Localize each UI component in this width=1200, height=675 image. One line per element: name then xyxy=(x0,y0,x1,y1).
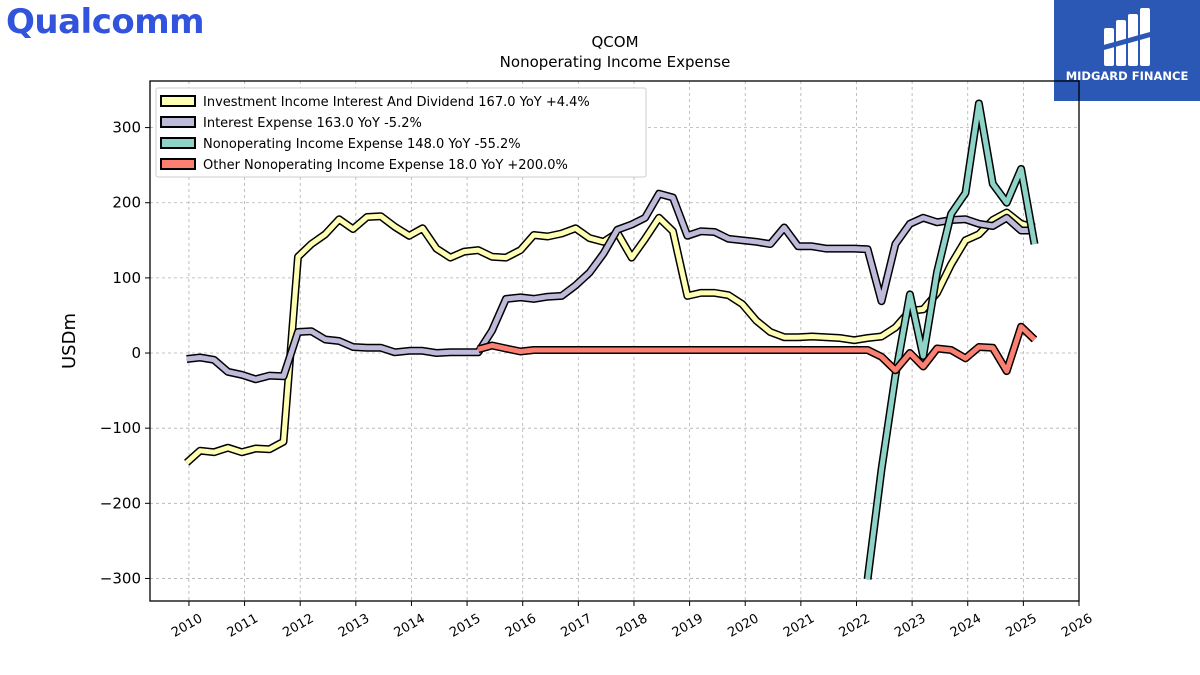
x-tick-label: 2020 xyxy=(725,611,761,641)
x-tick-label: 2013 xyxy=(336,611,372,641)
x-tick-label: 2016 xyxy=(503,611,539,641)
legend: Investment Income Interest And Dividend … xyxy=(155,87,647,178)
series-line xyxy=(186,191,1035,382)
x-axis: 2010 2011 2012 2013 2014 2015 2016 2017 2018 2019… xyxy=(169,601,1095,641)
y-tick-label: 100 xyxy=(112,269,141,287)
series-line xyxy=(865,101,1037,580)
y-tick-label: −100 xyxy=(100,419,141,437)
x-tick-label: 2022 xyxy=(837,611,873,641)
chart-title: QCOM xyxy=(591,33,638,51)
x-tick-label: 2015 xyxy=(447,611,483,641)
chart-subtitle: Nonoperating Income Expense xyxy=(500,53,731,71)
y-axis-label: USDm xyxy=(59,313,80,369)
series-3 xyxy=(863,99,1039,580)
midgard-finance-badge: MIDGARD FINANCE xyxy=(1054,0,1200,101)
y-tick-label: 0 xyxy=(131,344,141,362)
legend-swatch xyxy=(160,95,196,107)
series-line xyxy=(477,324,1037,374)
legend-label: Other Nonoperating Income Expense 18.0 Y… xyxy=(203,158,568,173)
midgard-logo-icon xyxy=(1101,8,1153,66)
y-tick-label: 200 xyxy=(112,194,141,212)
series-line-outline xyxy=(863,99,1039,580)
series-line xyxy=(185,210,1036,465)
x-tick-label: 2017 xyxy=(559,611,595,641)
x-tick-label: 2011 xyxy=(225,611,261,641)
brand-logo: Qualcomm xyxy=(6,2,205,42)
badge-label: MIDGARD FINANCE xyxy=(1065,69,1189,83)
y-tick-label: 300 xyxy=(112,119,141,137)
x-tick-label: 2026 xyxy=(1059,611,1095,641)
y-tick-label: −200 xyxy=(100,494,141,512)
x-tick-label: 2019 xyxy=(670,611,706,641)
x-tick-label: 2021 xyxy=(781,611,817,641)
series-2 xyxy=(186,189,1035,384)
series-4 xyxy=(477,322,1038,376)
series-1 xyxy=(184,208,1036,466)
x-tick-label: 2014 xyxy=(392,611,428,641)
x-tick-label: 2024 xyxy=(948,611,984,641)
y-axis: 300 200 100 0 −100 −200 −300 xyxy=(100,119,150,587)
plot-frame xyxy=(149,80,1080,602)
legend-label: Nonoperating Income Expense 148.0 YoY -5… xyxy=(203,137,521,152)
x-tick-label: 2023 xyxy=(892,611,928,641)
legend-box xyxy=(155,87,647,178)
legend-label: Interest Expense 163.0 YoY -5.2% xyxy=(203,116,422,131)
legend-swatch xyxy=(160,137,196,149)
x-tick-label: 2012 xyxy=(280,611,316,641)
legend-label: Investment Income Interest And Dividend … xyxy=(203,95,590,110)
series-line-outline xyxy=(184,208,1036,466)
legend-swatch xyxy=(160,116,196,128)
series-layer xyxy=(184,99,1039,580)
x-tick-label: 2010 xyxy=(169,611,205,641)
legend-swatch xyxy=(160,158,196,170)
x-tick-label: 2025 xyxy=(1004,611,1040,641)
x-tick-label: 2018 xyxy=(614,611,650,641)
y-tick-label: −300 xyxy=(100,569,141,587)
